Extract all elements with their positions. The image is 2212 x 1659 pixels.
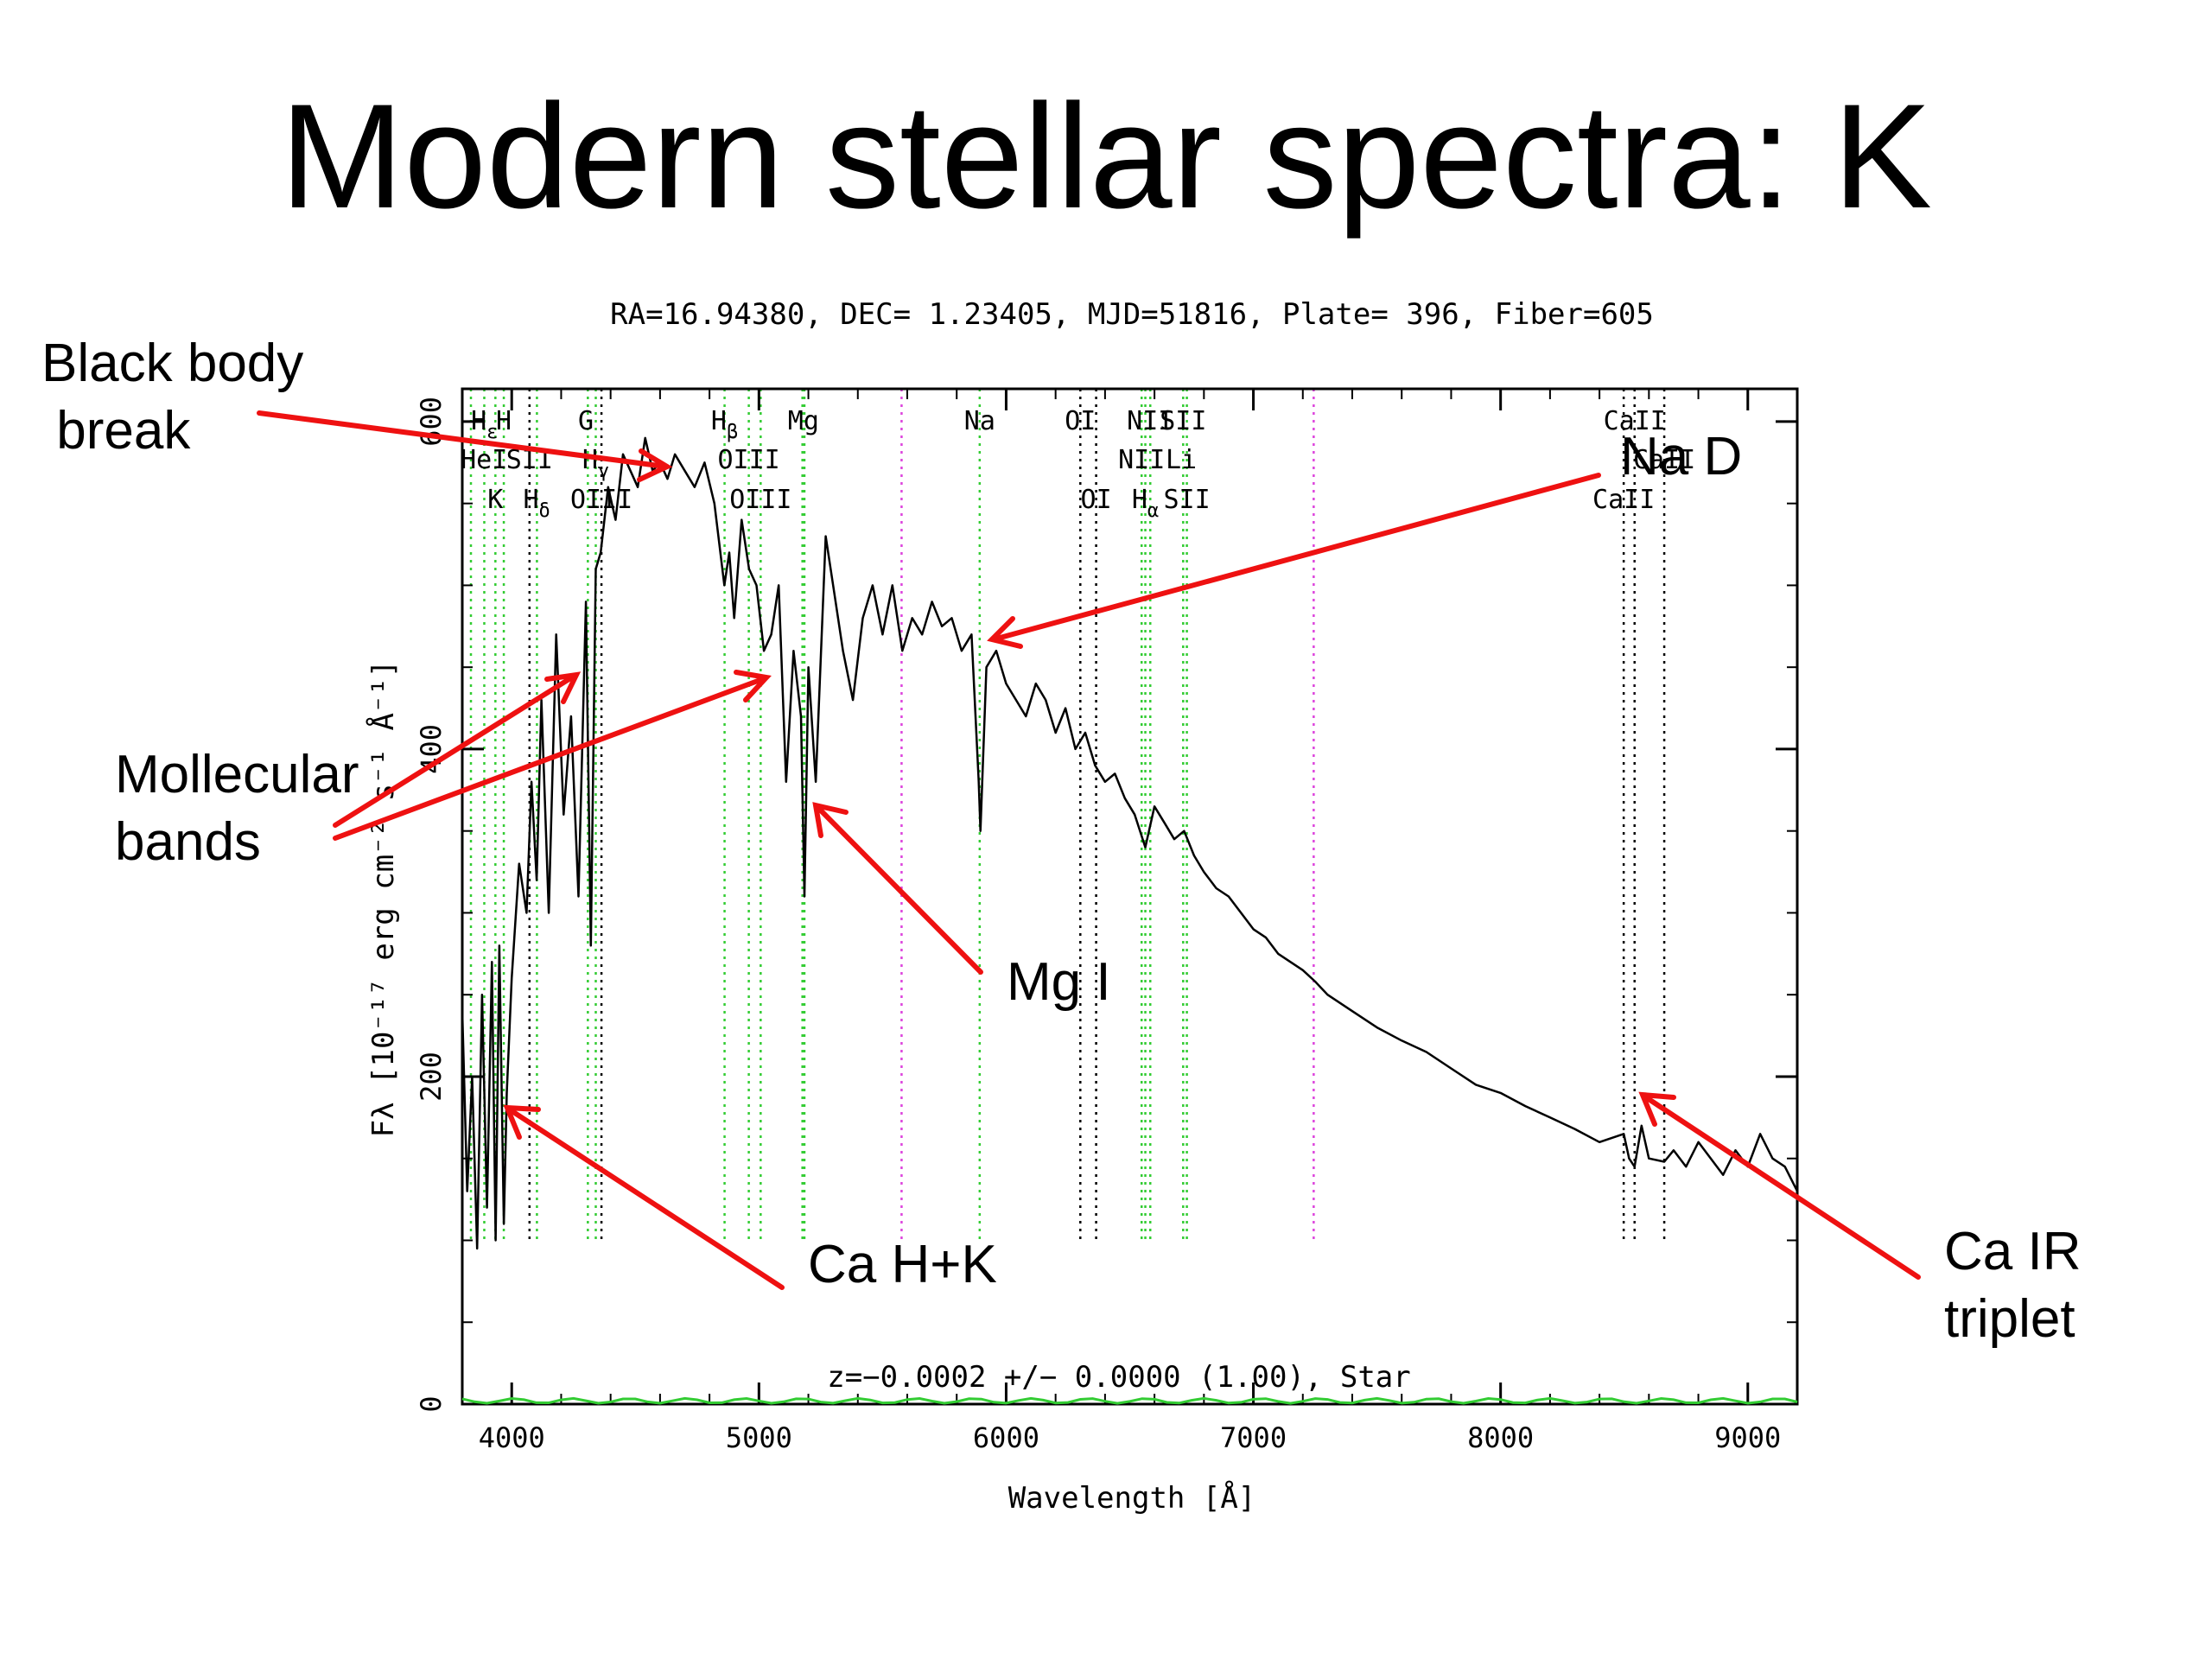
arrow-ca-ir (1641, 1093, 1921, 1280)
line-label: NII (1118, 445, 1165, 475)
noise-line (461, 1396, 1798, 1405)
line-label: OIII (717, 445, 779, 475)
arrow-black-body-break (257, 410, 668, 469)
line-label: Hγ (582, 445, 609, 482)
slide-title: Modern stellar spectra: K (280, 73, 1932, 239)
x-axis-label: Wavelength [Å] (1008, 1480, 1256, 1516)
line-label: CaII (1592, 485, 1655, 515)
line-label: Li (1166, 445, 1197, 475)
spectrum-line (461, 436, 1799, 1250)
x-tick-label: 5000 (726, 1421, 792, 1454)
annotation-ca-ir-triplet: Ca IR triplet (1944, 1222, 2082, 1349)
reference-lines (469, 389, 1666, 1243)
arrow-mollecular-1 (333, 673, 577, 828)
arrow-na-d (991, 473, 1601, 642)
x-tick-label: 4000 (479, 1421, 545, 1454)
arrowhead-na-d (987, 616, 1023, 649)
line-label: OI (1065, 406, 1096, 436)
arrow-ca-hk (505, 1106, 785, 1290)
line-label: Na (964, 406, 995, 436)
annotation-mollecular-bands: Mollecular bands (115, 745, 359, 872)
line-label: Hε (471, 406, 498, 443)
arrowhead-ca-hk (503, 1104, 541, 1140)
redshift-label: z=−0.0002 +/− 0.0000 (1.00), Star (827, 1360, 1411, 1395)
x-tick-label: 9000 (1714, 1421, 1781, 1454)
line-label: SII (1163, 485, 1210, 515)
line-label: Mg (788, 406, 819, 436)
line-label: Hα (1132, 485, 1159, 522)
arrowhead-ca-ir (1638, 1091, 1676, 1127)
line-label: CaII (1604, 406, 1666, 436)
arrowhead-mollecular-2 (734, 670, 772, 702)
x-axis-ticks: 4000 5000 6000 7000 8000 9000 (479, 389, 1781, 1454)
line-label: G (578, 406, 594, 436)
annotation-mg-i: Mg I (1007, 952, 1111, 1012)
annotation-ca-hk: Ca H+K (808, 1235, 997, 1294)
x-tick-label: 6000 (973, 1421, 1039, 1454)
y-tick-label: 200 (415, 1052, 448, 1102)
y-axis-label: Fλ [10⁻¹⁷ erg cm⁻² s⁻¹ Å⁻¹] (365, 660, 401, 1138)
annotation-na-d: Na D (1620, 427, 1743, 486)
arrow-mollecular-2 (333, 676, 767, 841)
line-label: OIII (570, 485, 632, 515)
line-label: Hβ (711, 406, 738, 443)
line-label: NII (1127, 406, 1173, 436)
line-label: K (487, 485, 503, 515)
annotation-arrows (257, 410, 1921, 1290)
line-label: OIII (729, 485, 791, 515)
line-label: Hδ (523, 485, 550, 522)
annotation-black-body-break: Black body break (41, 334, 304, 461)
arrow-mg-i (814, 804, 983, 975)
chart-title: RA=16.94380, DEC= 1.23405, MJD=51816, Pl… (610, 297, 1654, 332)
line-label: SII (1160, 406, 1206, 436)
x-tick-label: 7000 (1220, 1421, 1287, 1454)
plot-frame (461, 387, 1799, 1406)
arrowhead-black-body-break (637, 448, 673, 482)
y-tick-label: 0 (415, 1395, 448, 1412)
x-tick-label: 8000 (1467, 1421, 1534, 1454)
arrowhead-mg-i (812, 802, 849, 838)
line-label: OI (1081, 485, 1112, 515)
arrowhead-mollecular-1 (544, 671, 582, 704)
line-label: CaII (1633, 445, 1695, 475)
line-label: H (496, 406, 512, 436)
line-label: HeI (461, 445, 507, 475)
